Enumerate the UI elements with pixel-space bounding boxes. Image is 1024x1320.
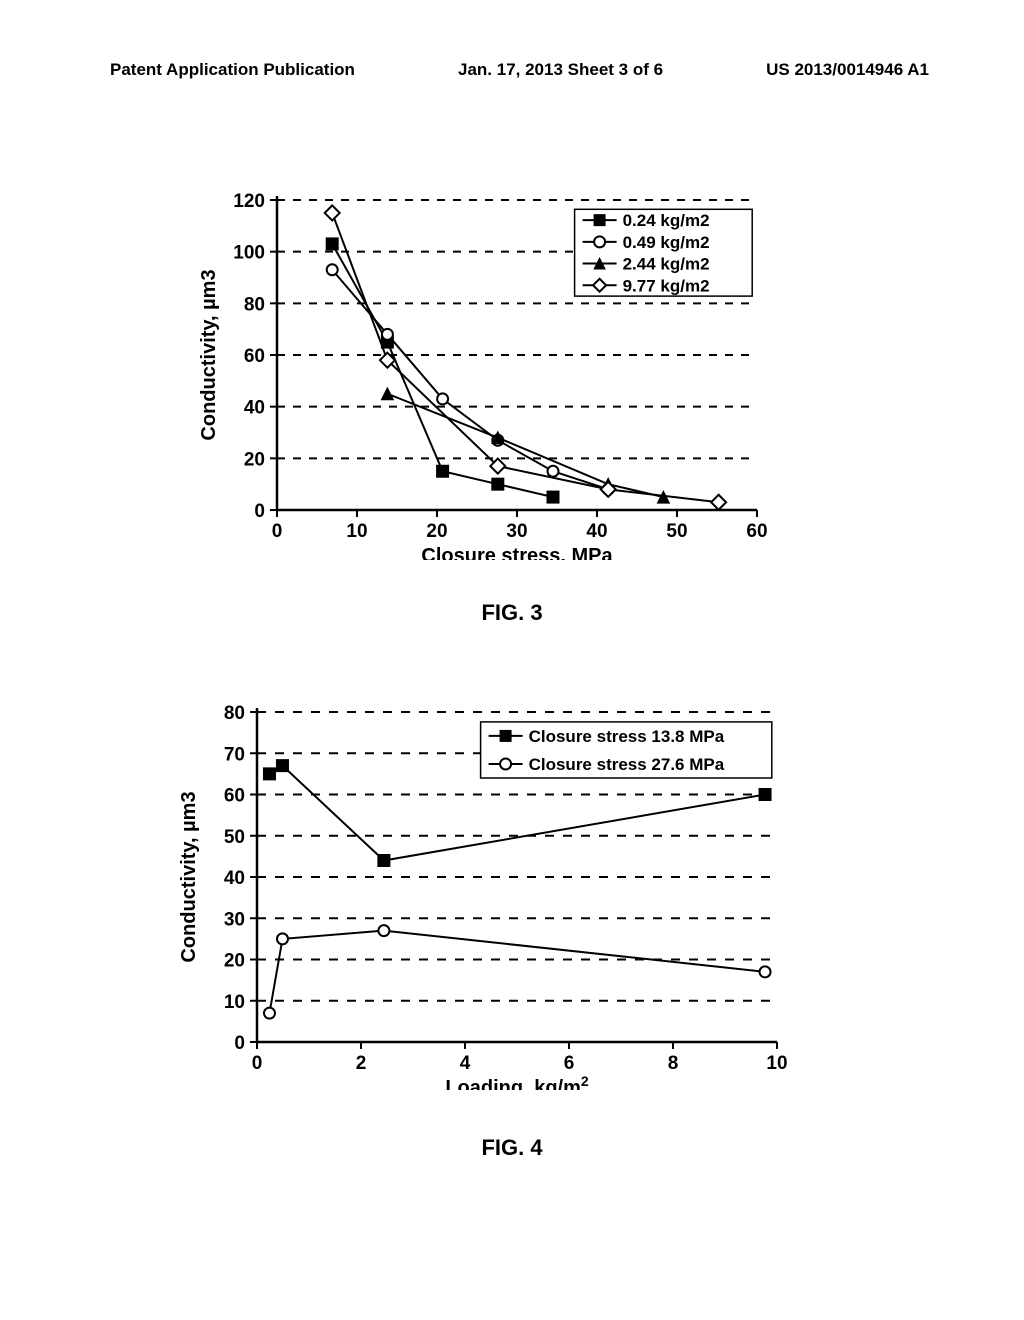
page: Patent Application Publication Jan. 17, … [0,0,1024,1320]
svg-text:20: 20 [426,521,447,542]
svg-text:4: 4 [460,1053,471,1074]
svg-text:20: 20 [224,951,245,972]
svg-text:9.77 kg/m2: 9.77 kg/m2 [623,276,710,295]
svg-text:120: 120 [233,191,265,212]
svg-text:6: 6 [564,1053,575,1074]
svg-text:100: 100 [233,243,265,264]
svg-text:50: 50 [666,521,687,542]
figure-3-caption: FIG. 3 [0,600,1024,626]
svg-text:40: 40 [224,868,245,889]
svg-text:0.49 kg/m2: 0.49 kg/m2 [623,233,710,252]
header-right: US 2013/0014946 A1 [766,60,929,80]
svg-text:0: 0 [254,501,265,522]
svg-text:0: 0 [252,1053,263,1074]
svg-text:0: 0 [234,1033,245,1054]
svg-text:40: 40 [244,398,265,419]
svg-text:0.24 kg/m2: 0.24 kg/m2 [623,211,710,230]
figure-4-chart: 0 2 4 6 8 10 0 10 20 30 40 50 60 70 80 Loading, kg/m2 Co… [165,700,795,1095]
svg-text:2: 2 [356,1053,367,1074]
svg-text:Closure stress 27.6 MPa: Closure stress 27.6 MPa [529,755,725,774]
header-center: Jan. 17, 2013 Sheet 3 of 6 [458,60,663,80]
svg-text:10: 10 [224,992,245,1013]
svg-text:Closure stress 13.8 MPa: Closure stress 13.8 MPa [529,727,725,746]
svg-text:Conductivity, µm3: Conductivity, µm3 [198,269,220,440]
svg-text:Closure stress, MPa: Closure stress, MPa [421,545,613,560]
svg-text:8: 8 [668,1053,679,1074]
svg-text:80: 80 [224,703,245,724]
svg-text:40: 40 [586,521,607,542]
fig4-svg: 0 2 4 6 8 10 0 10 20 30 40 50 60 70 80 Loading, kg/m2 Co… [165,700,795,1090]
figure-4-caption: FIG. 4 [0,1135,1024,1161]
page-header: Patent Application Publication Jan. 17, … [0,60,1024,80]
svg-text:80: 80 [244,294,265,315]
fig3-svg: 0 10 20 30 40 50 60 0 20 40 60 80 100 120 Closure stre… [185,190,775,560]
svg-text:Conductivity, µm3: Conductivity, µm3 [178,791,200,962]
svg-text:60: 60 [224,786,245,807]
svg-text:10: 10 [766,1053,787,1074]
header-left: Patent Application Publication [110,60,355,80]
svg-text:70: 70 [224,744,245,765]
svg-text:20: 20 [244,449,265,470]
svg-text:30: 30 [224,909,245,930]
svg-text:0: 0 [272,521,283,542]
svg-text:30: 30 [506,521,527,542]
figure-3-chart: 0 10 20 30 40 50 60 0 20 40 60 80 100 120 Closure stre… [185,190,775,565]
svg-text:60: 60 [244,346,265,367]
svg-text:10: 10 [346,521,367,542]
svg-text:60: 60 [746,521,767,542]
svg-text:Loading, kg/m2: Loading, kg/m2 [445,1073,589,1090]
svg-text:2.44 kg/m2: 2.44 kg/m2 [623,255,710,274]
svg-text:50: 50 [224,827,245,848]
